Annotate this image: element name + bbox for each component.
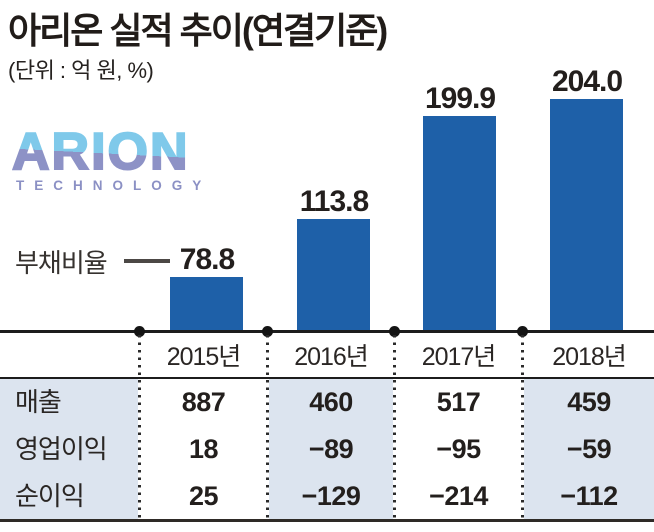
cell-net-profit-2017: −214 [429, 481, 488, 511]
column-divider-1 [138, 335, 141, 520]
bar-chart-area: 78.8 113.8 199.9 204.0 [170, 65, 623, 331]
page-title: 아리온 실적 추이(연결기준) [8, 10, 388, 51]
cell-net-profit-2018: −112 [560, 481, 618, 511]
stripe-2018-column [524, 379, 654, 519]
cell-revenue-2015: 887 [181, 387, 226, 417]
bar-2016 [297, 219, 370, 331]
cell-net-profit-2015: 25 [188, 481, 219, 511]
cell-operating-profit-2016: −89 [308, 434, 354, 464]
logo-wordmark: ARION [12, 123, 190, 181]
cell-operating-profit-2015: 18 [188, 434, 219, 464]
column-divider-4 [521, 335, 524, 520]
debt-ratio-legend-label: 부채비율 [15, 248, 108, 278]
cell-revenue-2017: 517 [436, 387, 481, 417]
bar-2018 [550, 99, 623, 331]
col-header-2018: 2018년 [552, 343, 627, 371]
axis-dot-4 [517, 326, 528, 337]
axis-baseline [0, 330, 654, 333]
bar-value-2016: 113.8 [299, 185, 369, 218]
logo-subtext: TECHNOLOGY [16, 178, 211, 193]
bar-2017 [423, 116, 496, 331]
cell-operating-profit-2017: −95 [436, 434, 481, 464]
cell-revenue-2018: 459 [567, 387, 611, 417]
col-header-2015: 2015년 [166, 343, 242, 371]
cell-operating-profit-2018: −59 [566, 434, 612, 464]
cell-net-profit-2016: −129 [301, 481, 361, 511]
bar-2015 [170, 277, 243, 331]
unit-note: (단위 : 억 원, %) [8, 58, 154, 83]
axis-dot-3 [389, 326, 400, 337]
axis-dot-1 [134, 326, 145, 337]
col-header-2017: 2017년 [421, 343, 497, 371]
column-divider-2 [266, 335, 269, 520]
stripe-2016-column [269, 379, 393, 519]
bar-value-2015: 78.8 [179, 243, 235, 276]
bar-value-2017: 199.9 [424, 82, 496, 115]
arion-logo-graphic: ARION TECHNOLOGY [11, 122, 211, 193]
stripe-label-column [0, 379, 138, 519]
row-label-operating-profit: 영업이익 [15, 434, 108, 464]
legend-line-key [124, 259, 170, 263]
arion-logo: ARION TECHNOLOGY [11, 122, 242, 198]
row-label-revenue: 매출 [15, 387, 62, 417]
axis-dot-2 [262, 326, 273, 337]
column-divider-3 [393, 335, 396, 520]
table-header-underline [0, 377, 654, 379]
table-bottom-border [0, 519, 654, 522]
col-header-2016: 2016년 [294, 343, 369, 371]
row-label-net-profit: 순이익 [15, 481, 85, 511]
bar-value-2018: 204.0 [551, 65, 623, 98]
cell-revenue-2016: 460 [309, 387, 353, 417]
